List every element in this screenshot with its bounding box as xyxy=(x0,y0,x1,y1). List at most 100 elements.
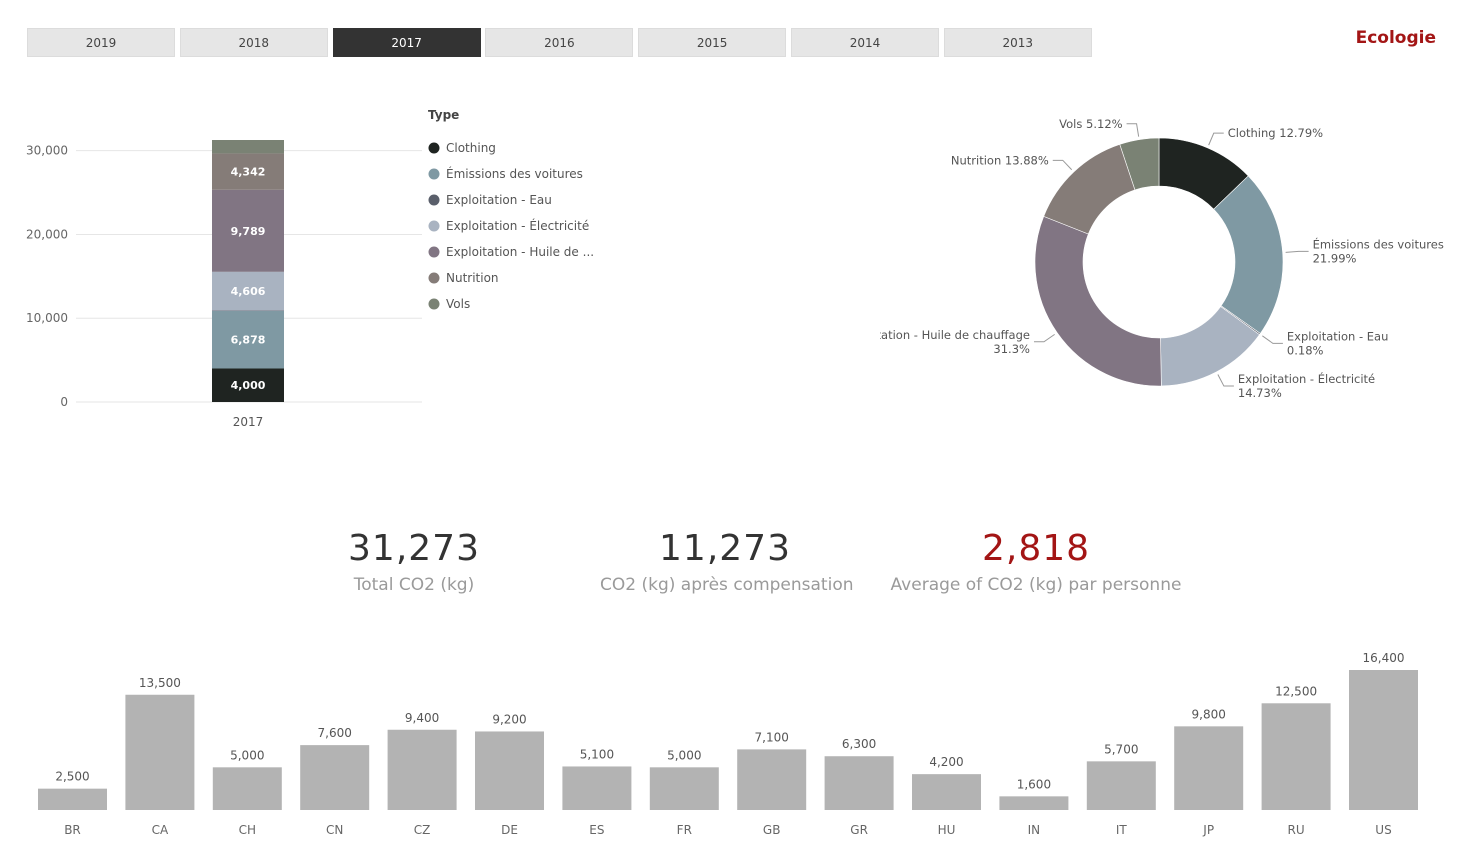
stack-segment xyxy=(212,153,284,190)
leader-line xyxy=(1217,374,1234,387)
y-tick-label: 10,000 xyxy=(26,311,68,325)
country-bar xyxy=(1261,703,1331,810)
x-tick-label: GR xyxy=(850,823,868,837)
legend-item: Nutrition xyxy=(446,271,499,285)
country-bar xyxy=(562,766,632,810)
data-label: 9,400 xyxy=(405,711,439,725)
country-bar xyxy=(38,788,107,810)
data-label: 13,500 xyxy=(139,676,181,690)
legend-item: Vols xyxy=(446,297,470,311)
brand-title: Ecologie xyxy=(1355,28,1436,48)
data-label: 6,300 xyxy=(842,737,876,751)
data-label: 4,342 xyxy=(231,166,266,179)
country-bar xyxy=(300,745,370,810)
data-label: 9,789 xyxy=(231,225,266,238)
stack-segment xyxy=(212,310,284,369)
kpi-label: Average of CO2 (kg) par personne xyxy=(890,575,1182,595)
tab-year-2019[interactable]: 2019 xyxy=(27,28,175,57)
country-bar xyxy=(649,767,719,810)
data-label: 9,200 xyxy=(492,712,526,726)
y-tick-label: 20,000 xyxy=(26,227,68,241)
slice-label: 0.18% xyxy=(1287,343,1324,357)
data-label: 1,600 xyxy=(1017,777,1051,791)
data-label: 2,500 xyxy=(55,770,89,784)
kpi-value: 11,273 xyxy=(659,528,791,569)
leader-line xyxy=(1033,333,1055,343)
data-label: 7,100 xyxy=(755,730,789,744)
country-bar xyxy=(737,749,807,810)
kpi-value: 2,818 xyxy=(981,528,1091,569)
country-bar-chart: 2,500 BR 13,500 CA 5,000 CH 7,600 CN 9,400 CZ 9,20… xyxy=(38,651,1418,837)
country-bar xyxy=(1086,761,1156,810)
kpi-total-co2: 31,273 Total CO2 (kg) xyxy=(314,528,514,595)
legend-marker xyxy=(428,168,440,180)
country-bar xyxy=(212,767,282,810)
kpi-average-co2-per-person: 2,818 Average of CO2 (kg) par personne xyxy=(886,528,1186,595)
country-bar xyxy=(475,731,544,810)
x-tick-label: DE xyxy=(501,823,518,837)
tab-year-2015[interactable]: 2015 xyxy=(638,28,787,57)
stack-segment xyxy=(212,310,284,311)
slice-label: Émissions des voitures xyxy=(1313,236,1444,251)
data-label: 7,600 xyxy=(318,726,352,740)
country-bar xyxy=(387,729,457,810)
legend-item: Exploitation - Eau xyxy=(446,193,552,207)
x-tick-label: FR xyxy=(677,823,692,837)
legend-marker xyxy=(428,246,440,258)
slice-label: 31.3% xyxy=(993,342,1030,356)
data-label: 12,500 xyxy=(1275,684,1317,698)
data-label: 4,200 xyxy=(929,755,963,769)
tab-year-2013[interactable]: 2013 xyxy=(943,28,1092,57)
leader-line xyxy=(1126,123,1140,137)
data-label: 9,800 xyxy=(1192,707,1226,721)
x-tick-label: RU xyxy=(1288,823,1305,837)
kpi-label: CO2 (kg) après compensation xyxy=(600,575,854,595)
legend-item: Exploitation - Électricité xyxy=(446,218,589,233)
slice-label: Nutrition 13.88% xyxy=(951,153,1049,167)
country-bar xyxy=(1349,670,1418,810)
legend-marker xyxy=(428,194,440,206)
leader-line xyxy=(1208,132,1224,146)
year-slicer: 2019 2018 2017 2016 2015 2014 2013 xyxy=(27,28,1097,58)
x-tick-label: HU xyxy=(938,823,956,837)
leader-line xyxy=(1262,335,1283,344)
tab-year-2016[interactable]: 2016 xyxy=(485,28,634,57)
data-label: 5,700 xyxy=(1104,742,1138,756)
data-label: 6,878 xyxy=(231,334,266,347)
country-bar xyxy=(1174,726,1244,810)
x-tick-label: CN xyxy=(326,823,343,837)
legend-marker xyxy=(428,298,440,310)
tab-year-2014[interactable]: 2014 xyxy=(791,28,939,57)
slice-label: Exploitation - Eau xyxy=(1287,329,1388,343)
stacked-bar-chart: 0 10,000 20,000 30,000 4,000 6,878 4,606 9,789 4… xyxy=(26,108,594,429)
stack-segment xyxy=(212,271,284,311)
leader-line xyxy=(1285,250,1309,253)
x-tick-label: CH xyxy=(239,823,256,837)
tab-year-2018[interactable]: 2018 xyxy=(179,28,328,57)
x-tick-label: CA xyxy=(152,823,169,837)
stack-segment xyxy=(212,140,284,154)
data-label: 4,606 xyxy=(231,285,266,298)
x-tick-label: US xyxy=(1375,823,1391,837)
legend-marker xyxy=(428,220,440,232)
slice-label: Vols 5.12% xyxy=(1059,117,1122,131)
x-tick-label: IN xyxy=(1028,823,1041,837)
stack-segment xyxy=(212,189,284,272)
x-tick-label: BR xyxy=(64,823,81,837)
donut-slice xyxy=(1119,137,1160,191)
legend-title: Type xyxy=(428,108,459,122)
legend-marker xyxy=(428,272,440,284)
legend-item: Clothing xyxy=(446,141,496,155)
country-bar xyxy=(824,756,894,810)
country-bar xyxy=(125,694,195,810)
stack-segment xyxy=(212,368,284,402)
legend-item: Émissions des voitures xyxy=(446,166,583,181)
kpi-label: Total CO2 (kg) xyxy=(353,575,475,595)
tab-year-2017[interactable]: 2017 xyxy=(332,28,481,57)
legend-item: Exploitation - Huile de ... xyxy=(446,245,594,259)
x-tick-label: 2017 xyxy=(233,415,264,429)
legend-marker xyxy=(428,142,440,154)
y-tick-label: 0 xyxy=(60,395,68,409)
x-tick-label: GB xyxy=(763,823,781,837)
y-tick-label: 30,000 xyxy=(26,144,68,158)
